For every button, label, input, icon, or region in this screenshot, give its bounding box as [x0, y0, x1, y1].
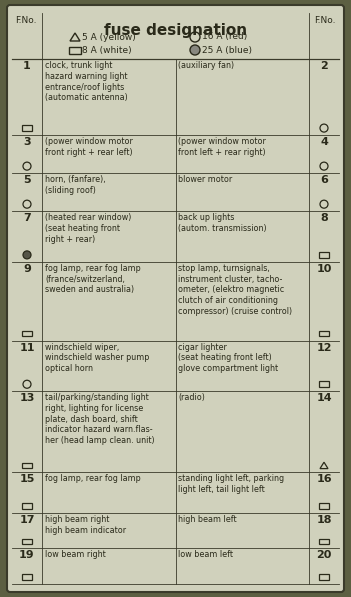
Text: back up lights
(autom. transmission): back up lights (autom. transmission) — [179, 213, 267, 233]
Text: (power window motor
front right + rear left): (power window motor front right + rear l… — [45, 137, 133, 157]
Bar — [319, 538, 329, 544]
Text: 1: 1 — [23, 61, 31, 71]
Text: fog lamp, rear fog lamp
(france/switzerland,
sweden and australia): fog lamp, rear fog lamp (france/switzerl… — [45, 264, 141, 294]
Text: 18: 18 — [316, 515, 332, 525]
Bar — [319, 252, 329, 258]
Text: 12: 12 — [316, 343, 332, 352]
Bar — [319, 503, 329, 509]
Text: 13: 13 — [19, 393, 35, 403]
Text: 6: 6 — [320, 175, 328, 185]
Text: tail/parking/standing light
right, lighting for license
plate, dash board, shift: tail/parking/standing light right, light… — [45, 393, 155, 445]
Text: high beam right
high beam indicator: high beam right high beam indicator — [45, 515, 126, 535]
Bar — [22, 503, 32, 509]
Text: 5 A (yellow): 5 A (yellow) — [82, 32, 136, 42]
Text: 9: 9 — [23, 264, 31, 274]
Text: 10: 10 — [316, 264, 332, 274]
Text: 8: 8 — [320, 213, 328, 223]
Text: low beam right: low beam right — [45, 550, 106, 559]
Bar — [319, 331, 329, 336]
Text: stop lamp, turnsignals,
instrument cluster, tacho-
ometer, (elektro magnetic
clu: stop lamp, turnsignals, instrument clust… — [179, 264, 293, 316]
Text: 4: 4 — [320, 137, 328, 147]
Text: 16: 16 — [316, 475, 332, 484]
Text: (power window motor
front left + rear right): (power window motor front left + rear ri… — [179, 137, 266, 157]
Text: 25 A (blue): 25 A (blue) — [202, 45, 252, 54]
Text: low beam left: low beam left — [179, 550, 233, 559]
Text: fog lamp, rear fog lamp: fog lamp, rear fog lamp — [45, 475, 141, 484]
Circle shape — [190, 45, 200, 55]
Text: F.No.: F.No. — [15, 16, 37, 25]
Text: cigar lighter
(seat heating front left)
glove compartment light: cigar lighter (seat heating front left) … — [179, 343, 279, 373]
Bar — [22, 331, 32, 336]
Circle shape — [23, 251, 31, 259]
Text: (heated rear window)
(seat heating front
right + rear): (heated rear window) (seat heating front… — [45, 213, 131, 244]
Bar — [319, 381, 329, 387]
Text: 5: 5 — [23, 175, 31, 185]
Text: fuse designation: fuse designation — [104, 23, 247, 38]
Text: (radio): (radio) — [179, 393, 205, 402]
Text: 20: 20 — [316, 550, 332, 561]
Text: standing light left, parking
light left, tail light left: standing light left, parking light left,… — [179, 475, 285, 494]
Bar — [22, 538, 32, 544]
Text: 3: 3 — [23, 137, 31, 147]
Text: windschield wiper,
windschield washer pump
optical horn: windschield wiper, windschield washer pu… — [45, 343, 150, 373]
Text: 11: 11 — [19, 343, 35, 352]
Text: 17: 17 — [19, 515, 35, 525]
FancyBboxPatch shape — [7, 5, 344, 592]
Text: F.No.: F.No. — [314, 16, 336, 25]
Bar — [22, 125, 32, 131]
Text: 2: 2 — [320, 61, 328, 71]
Text: 7: 7 — [23, 213, 31, 223]
Text: (auxiliary fan): (auxiliary fan) — [179, 61, 234, 70]
Text: 14: 14 — [316, 393, 332, 403]
Text: blower motor: blower motor — [179, 175, 233, 184]
Text: 15: 15 — [19, 475, 35, 484]
Bar — [22, 463, 32, 468]
Text: 8 A (white): 8 A (white) — [82, 45, 132, 54]
Text: high beam left: high beam left — [179, 515, 237, 524]
Text: 16 A (red): 16 A (red) — [202, 32, 247, 42]
Text: horn, (fanfare),
(sliding roof): horn, (fanfare), (sliding roof) — [45, 175, 106, 195]
Text: 19: 19 — [19, 550, 35, 561]
Bar — [22, 574, 32, 580]
Bar — [69, 47, 81, 54]
Text: clock, trunk light
hazard warning light
entrance/roof lights
(automatic antenna): clock, trunk light hazard warning light … — [45, 61, 128, 102]
Bar — [319, 574, 329, 580]
